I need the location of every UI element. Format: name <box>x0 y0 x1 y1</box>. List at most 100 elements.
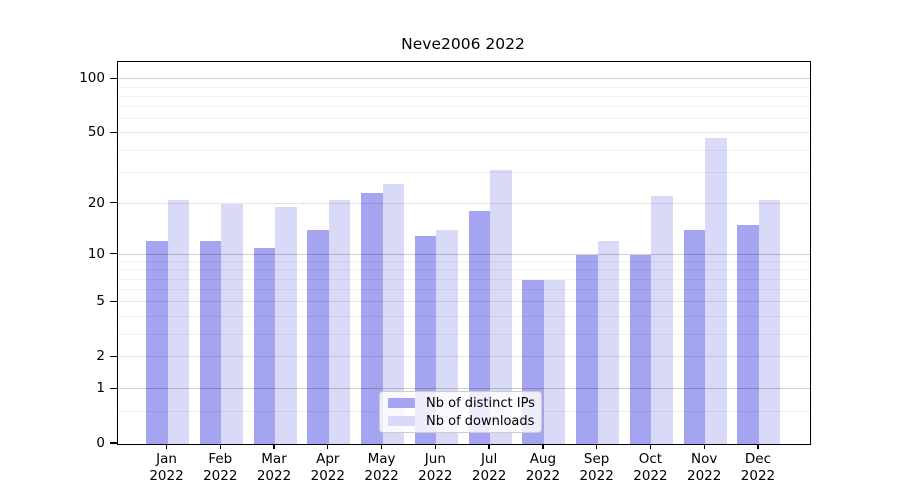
gridline-y-90 <box>118 86 810 88</box>
x-tick-label-may: May 2022 <box>354 451 410 484</box>
gridline-y-7 <box>118 278 810 280</box>
bar-nb-of-downloads-aug <box>543 279 566 444</box>
x-tick-jun <box>434 444 436 449</box>
legend-label-distinct-ips: Nb of distinct IPs <box>426 395 535 411</box>
x-label-year: 2022 <box>149 467 184 484</box>
gridline-y-70 <box>118 106 810 108</box>
x-label-month: Aug <box>529 451 557 467</box>
x-tick-mar <box>273 444 275 449</box>
y-tick-label-0: 0 <box>96 435 105 451</box>
gridline-y-6 <box>118 289 810 291</box>
y-tick-5 <box>110 300 117 303</box>
bar-nb-of-downloads-sep <box>597 241 620 444</box>
gridline-y-1 <box>118 388 810 390</box>
gridline-y-3 <box>118 333 810 335</box>
x-label-year: 2022 <box>633 467 668 484</box>
x-label-year: 2022 <box>310 467 345 484</box>
y-tick-100 <box>110 77 117 80</box>
x-label-month: Jan <box>156 451 177 467</box>
x-tick-sep <box>596 444 598 449</box>
x-tick-dec <box>757 444 759 449</box>
y-tick-label-10: 10 <box>87 245 105 262</box>
bar-nb-of-distinct-ips-feb <box>199 241 222 444</box>
y-tick-label-5: 5 <box>96 293 105 310</box>
x-label-month: Jun <box>424 451 446 467</box>
gridline-y-10 <box>118 253 810 255</box>
x-tick-label-oct: Oct 2022 <box>622 451 678 484</box>
x-tick-apr <box>327 444 329 449</box>
x-label-month: Jul <box>480 451 498 467</box>
x-tick-label-feb: Feb 2022 <box>192 451 248 484</box>
legend-swatch-distinct-ips <box>388 398 415 408</box>
legend-item-downloads: Nb of downloads <box>388 413 535 429</box>
bar-nb-of-distinct-ips-dec <box>737 225 759 444</box>
x-tick-may <box>380 444 383 449</box>
x-tick-label-sep: Sep 2022 <box>569 451 625 484</box>
x-label-month: Nov <box>691 451 718 467</box>
x-label-year: 2022 <box>471 467 507 484</box>
bar-nb-of-downloads-nov <box>705 138 727 444</box>
x-label-year: 2022 <box>579 467 614 484</box>
legend-label-downloads: Nb of downloads <box>426 413 535 429</box>
legend: Nb of distinct IPs Nb of downloads <box>379 391 542 433</box>
gridline-y-9 <box>118 261 810 263</box>
y-tick-label-50: 50 <box>87 124 105 141</box>
x-tick-label-mar: Mar 2022 <box>246 451 302 484</box>
legend-item-distinct-ips: Nb of distinct IPs <box>388 395 535 411</box>
gridline-y-5 <box>118 301 810 303</box>
plot-area <box>117 61 811 445</box>
gridline-y-20 <box>118 202 810 204</box>
x-tick-label-aug: Aug 2022 <box>515 451 571 484</box>
gridline-y-60 <box>118 118 810 120</box>
y-tick-label-1: 1 <box>96 380 105 397</box>
x-label-month: Mar <box>261 451 287 467</box>
bar-nb-of-downloads-jun <box>436 230 458 444</box>
gridline-y-2 <box>118 356 810 358</box>
gridline-y-80 <box>118 95 810 97</box>
y-tick-label-20: 20 <box>87 194 105 211</box>
bar-nb-of-distinct-ips-mar <box>253 247 276 444</box>
x-tick-feb <box>219 444 221 449</box>
chart-title: Neve2006 2022 <box>401 35 525 53</box>
legend-swatch-downloads <box>388 416 415 426</box>
x-label-month: May <box>367 451 396 467</box>
x-tick-oct <box>649 444 652 449</box>
x-tick-nov <box>703 444 705 449</box>
x-tick-jan <box>165 444 168 449</box>
y-tick-50 <box>110 131 117 134</box>
x-label-year: 2022 <box>525 467 561 484</box>
y-tick-label-100: 100 <box>79 70 105 87</box>
bar-nb-of-distinct-ips-sep <box>576 254 598 444</box>
gridline-y-50 <box>118 132 810 134</box>
bar-nb-of-distinct-ips-jan <box>146 241 168 444</box>
x-tick-label-apr: Apr 2022 <box>300 451 356 484</box>
y-tick-0 <box>110 442 117 444</box>
x-tick-label-jan: Jan 2022 <box>139 451 195 484</box>
x-label-year: 2022 <box>256 467 292 484</box>
x-tick-label-jul: Jul 2022 <box>461 451 517 484</box>
bar-nb-of-downloads-apr <box>328 199 351 444</box>
x-label-year: 2022 <box>203 467 238 484</box>
bar-nb-of-distinct-ips-jul <box>468 211 491 444</box>
y-tick-label-2: 2 <box>96 348 105 365</box>
y-tick-20 <box>110 201 117 204</box>
bar-nb-of-downloads-dec <box>758 199 781 444</box>
x-label-month: Sep <box>583 451 610 467</box>
x-label-month: Feb <box>208 451 233 467</box>
bar-nb-of-downloads-feb <box>221 203 243 444</box>
bar-nb-of-downloads-may <box>382 183 405 444</box>
bar-nb-of-distinct-ips-may <box>361 192 383 444</box>
x-label-year: 2022 <box>364 467 399 484</box>
gridline-y-30 <box>118 171 810 173</box>
x-label-year: 2022 <box>687 467 722 484</box>
x-label-month: Dec <box>744 451 772 467</box>
bar-nb-of-distinct-ips-oct <box>629 254 652 444</box>
x-tick-label-nov: Nov 2022 <box>676 451 732 484</box>
gridline-y-4 <box>118 315 810 317</box>
bar-nb-of-downloads-jul <box>490 170 512 444</box>
bar-nb-of-distinct-ips-apr <box>307 230 329 444</box>
x-tick-label-dec: Dec 2022 <box>730 451 786 484</box>
bar-nb-of-downloads-oct <box>651 196 673 444</box>
y-tick-2 <box>110 355 117 357</box>
